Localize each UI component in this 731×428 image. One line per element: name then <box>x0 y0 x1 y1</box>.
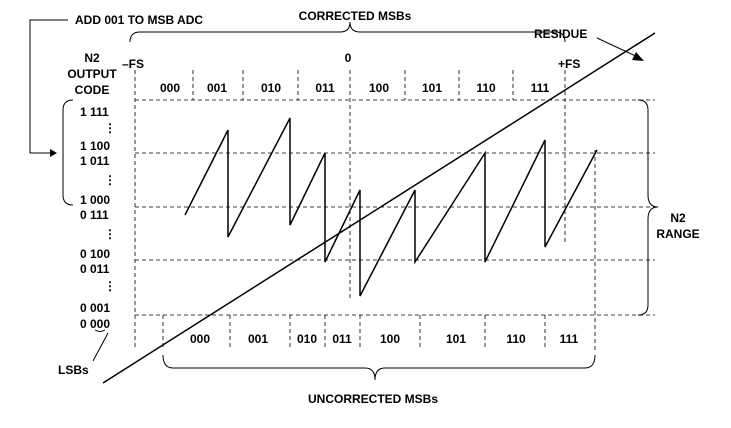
output-code: 0 111 <box>80 208 109 222</box>
label: UNCORRECTED MSBs <box>308 392 438 406</box>
label: +FS <box>558 57 580 71</box>
bottom-code: 101 <box>446 332 466 346</box>
top-code: 000 <box>160 81 180 95</box>
bottom-code: 001 <box>248 332 268 346</box>
dots: ⋮ ⋮ ⋮ ⋮ <box>104 121 116 293</box>
top-code: 101 <box>422 81 442 95</box>
svg-text:⋮: ⋮ <box>104 121 116 135</box>
output-code: 1 111 <box>80 105 109 119</box>
label: CORRECTED MSBs <box>299 9 412 23</box>
residue-curve <box>102 32 656 384</box>
svg-text:⋮: ⋮ <box>104 279 116 293</box>
label: RESIDUE <box>534 27 587 41</box>
output-code: 1 100 <box>80 139 110 153</box>
top-code: 111 <box>531 81 550 95</box>
output-code: 0 100 <box>80 247 110 261</box>
bottom-code: 110 <box>506 332 526 346</box>
top-code: 011 <box>315 81 335 95</box>
bottom-code: 011 <box>332 332 352 346</box>
bottom-code: 100 <box>380 332 400 346</box>
grid <box>134 70 655 350</box>
output-code: 0 000 <box>80 317 110 331</box>
svg-text:⋮: ⋮ <box>104 227 116 241</box>
label: LSBs <box>58 363 89 377</box>
output-code: 1 000 <box>80 193 110 207</box>
top-code: 110 <box>476 81 496 95</box>
bottom-code: 000 <box>190 332 210 346</box>
top-code: 010 <box>261 81 281 95</box>
note: ADD 001 TO MSB ADC <box>75 13 203 27</box>
brackets <box>29 19 659 381</box>
label: N2 <box>84 51 100 65</box>
output-code: 1 011 <box>80 154 110 168</box>
label: –FS <box>122 57 144 71</box>
label: N2 <box>670 211 686 225</box>
output-code: 0 001 <box>80 301 110 315</box>
label: OUTPUT <box>67 67 117 81</box>
top-code: 001 <box>207 81 227 95</box>
label: 0 <box>345 51 352 65</box>
bottom-code: 010 <box>297 332 317 346</box>
output-code: 0 011 <box>80 262 110 276</box>
svg-text:⋮: ⋮ <box>104 173 116 187</box>
top-code: 100 <box>369 81 389 95</box>
label: RANGE <box>656 227 699 241</box>
bottom-code: 111 <box>560 332 579 346</box>
label: CODE <box>75 83 110 97</box>
